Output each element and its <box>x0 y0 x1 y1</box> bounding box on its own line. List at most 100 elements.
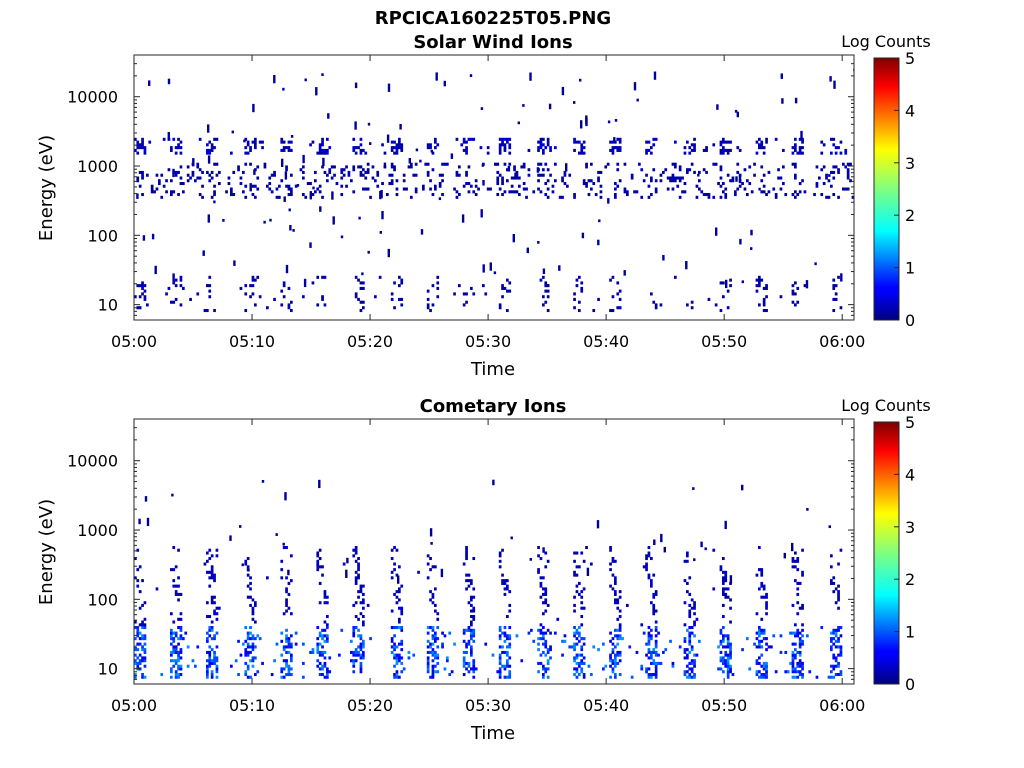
heatmap-cell <box>210 570 214 574</box>
heatmap-cell <box>357 573 360 577</box>
heatmap-cell <box>575 631 579 635</box>
heatmap-cell <box>765 673 768 677</box>
heatmap-cell <box>722 570 725 574</box>
heatmap-cell <box>256 634 260 638</box>
heatmap-cell <box>480 209 483 218</box>
heatmap-cell <box>542 642 545 646</box>
heatmap-cell <box>450 670 454 674</box>
heatmap-cell <box>258 637 262 641</box>
heatmap-cell <box>496 176 500 180</box>
heatmap-cell <box>443 80 446 87</box>
heatmap-cell <box>318 151 322 155</box>
heatmap-cell <box>796 612 800 616</box>
heatmap-cell <box>179 140 183 144</box>
heatmap-cell <box>302 170 305 174</box>
heatmap-cell <box>237 639 240 643</box>
heatmap-cell <box>395 645 399 649</box>
heatmap-cell <box>633 82 637 91</box>
heatmap-cell <box>546 675 550 679</box>
heatmap-cell <box>170 675 173 679</box>
heatmap-cell <box>330 176 334 180</box>
heatmap-cell <box>544 146 548 150</box>
heatmap-cell <box>354 146 358 150</box>
heatmap-cell <box>294 184 298 188</box>
heatmap-cell <box>654 303 658 307</box>
heatmap-cell <box>352 664 356 668</box>
heatmap-cell <box>207 124 210 133</box>
heatmap-cell <box>738 174 742 184</box>
heatmap-cell <box>609 546 612 550</box>
heatmap-cell <box>581 232 585 239</box>
heatmap-cell <box>758 675 761 679</box>
heatmap-cell <box>429 642 432 646</box>
heatmap-cell <box>688 637 692 641</box>
heatmap-cell <box>618 673 622 677</box>
heatmap-cell <box>316 554 320 558</box>
heatmap-cell <box>362 642 365 646</box>
heatmap-cell <box>611 587 615 591</box>
heatmap-cell <box>526 247 529 254</box>
heatmap-cell <box>215 656 219 660</box>
heatmap-cell <box>472 587 476 591</box>
heatmap-cell <box>186 664 190 668</box>
y-tick-label: 1000 <box>77 521 118 540</box>
heatmap-cell <box>338 653 341 657</box>
heatmap-cell <box>285 634 288 638</box>
heatmap-cell <box>753 162 756 166</box>
heatmap-cell <box>249 146 252 150</box>
heatmap-cell <box>141 634 144 638</box>
heatmap-cell <box>561 195 564 199</box>
heatmap-cell <box>143 634 147 638</box>
heatmap-cell <box>618 626 622 630</box>
heatmap-cell <box>642 565 646 569</box>
heatmap-cell <box>755 612 759 616</box>
heatmap-cell <box>537 146 540 150</box>
heatmap-cell <box>791 300 795 304</box>
heatmap-cell <box>536 167 540 173</box>
heatmap-cell <box>143 648 147 652</box>
heatmap-cell <box>774 137 778 141</box>
heatmap-cell <box>362 300 365 304</box>
heatmap-cell <box>359 634 363 638</box>
heatmap-cell <box>580 601 584 605</box>
heatmap-cell <box>390 637 394 641</box>
heatmap-cell <box>150 184 154 188</box>
heatmap-cell <box>419 159 422 163</box>
heatmap-cell <box>746 193 749 197</box>
heatmap-cell <box>160 673 164 677</box>
heatmap-cell <box>573 195 576 199</box>
heatmap-cell <box>796 300 800 304</box>
heatmap-cell <box>647 656 651 660</box>
heatmap-cell <box>544 609 548 613</box>
heatmap-cell <box>253 169 256 175</box>
heatmap-cell <box>162 184 166 188</box>
heatmap-cell <box>438 173 442 177</box>
heatmap-cell <box>146 517 150 527</box>
heatmap-cell <box>573 645 576 649</box>
heatmap-cell <box>398 642 401 646</box>
heatmap-cell <box>420 229 424 235</box>
heatmap-cell <box>227 182 231 186</box>
heatmap-cell <box>426 664 430 668</box>
heatmap-cell <box>683 182 687 186</box>
heatmap-cell <box>390 179 394 183</box>
heatmap-cell <box>312 186 315 190</box>
heatmap-cell <box>635 190 639 194</box>
heatmap-cell <box>719 568 723 572</box>
heatmap-cell <box>465 587 468 591</box>
heatmap-cell <box>400 148 404 152</box>
heatmap-cell <box>566 184 569 188</box>
heatmap-cell <box>765 595 768 599</box>
heatmap-cell <box>213 661 216 665</box>
heatmap-cell <box>563 639 567 643</box>
heatmap-cell <box>141 176 144 180</box>
heatmap-cell <box>650 581 653 585</box>
heatmap-cell <box>760 675 764 679</box>
heatmap-cell <box>642 631 646 635</box>
heatmap-cell <box>174 297 178 301</box>
heatmap-cell <box>143 295 147 299</box>
heatmap-cell <box>246 140 250 144</box>
heatmap-cell <box>210 568 214 572</box>
heatmap-cell <box>470 598 473 602</box>
